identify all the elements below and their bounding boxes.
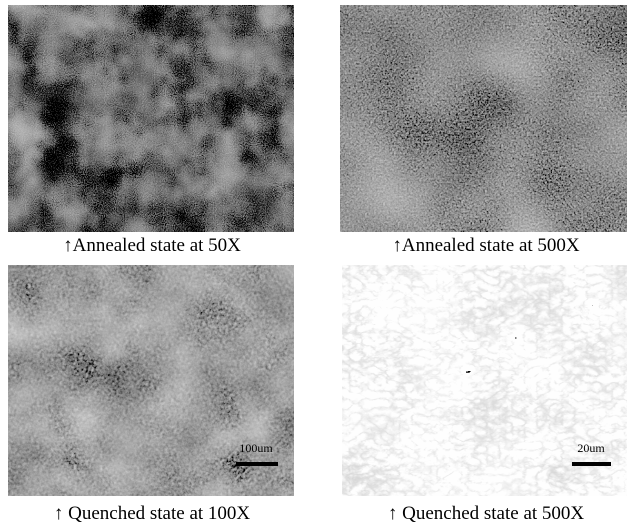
caption: ↑Annealed state at 500X xyxy=(392,235,580,256)
micrograph xyxy=(8,5,294,232)
micrograph xyxy=(8,265,294,496)
scale-bar-label: 20um xyxy=(577,441,605,455)
caption: ↑Annealed state at 50X xyxy=(63,235,241,256)
scale-bar xyxy=(236,462,278,466)
figure: ↑Annealed state at 50X ↑Annealed state a… xyxy=(0,0,636,526)
scale-bar-label: 100um xyxy=(239,441,273,455)
caption: ↑ Quenched state at 500X xyxy=(388,503,585,524)
micrograph xyxy=(340,5,627,232)
micrograph xyxy=(342,265,627,496)
page: ↑Annealed state at 50X ↑Annealed state a… xyxy=(0,0,636,526)
scale-bar xyxy=(572,462,611,466)
caption: ↑ Quenched state at 100X xyxy=(54,503,251,524)
